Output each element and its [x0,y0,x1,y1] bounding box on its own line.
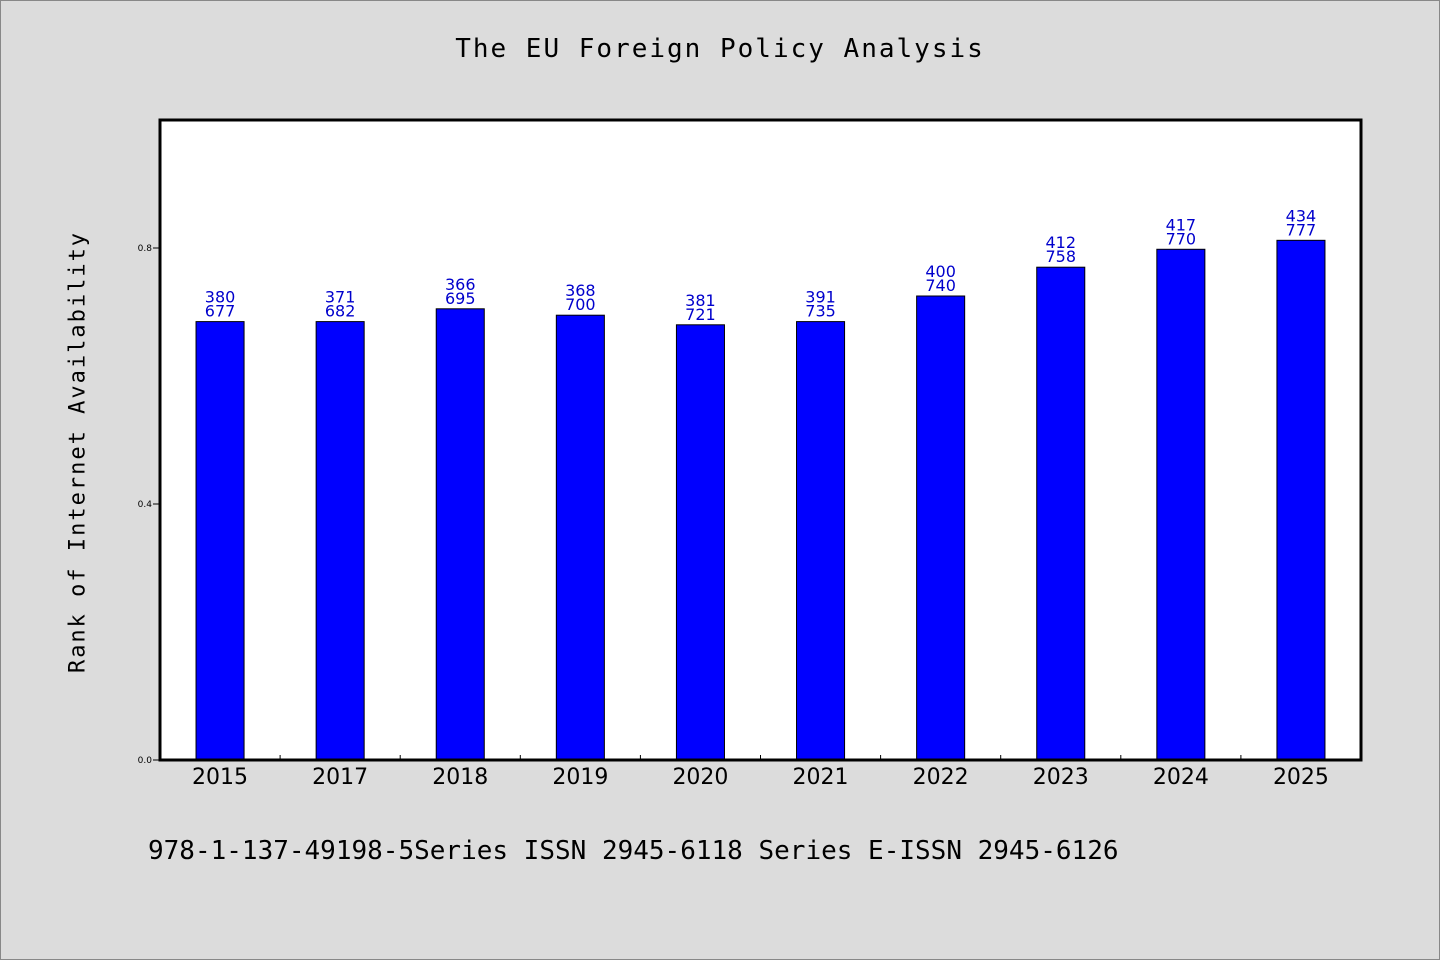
data-label-bottom-2022: 740 [925,276,956,295]
x-tick-label-2018: 2018 [432,765,488,790]
bar-2021 [796,321,846,761]
x-tick-label-2015: 2015 [192,765,248,790]
data-label-top-2024: 417 [1166,215,1197,234]
bar-2024 [1156,248,1206,761]
bar-2025 [1276,239,1326,761]
bar-2019 [555,314,605,761]
data-label-bottom-2024: 770 [1166,229,1197,248]
y-tick-label: 0.8 [138,244,153,254]
plot-border [158,118,1363,762]
y-tick-label: 0.4 [138,500,153,510]
data-label-bottom-2020: 721 [685,305,716,324]
data-label-bottom-2021: 735 [805,302,836,321]
x-tick-label-2020: 2020 [672,765,728,790]
data-label-bottom-2018: 695 [445,289,476,308]
x-tick-label-2021: 2021 [793,765,849,790]
x-tick-label-2017: 2017 [312,765,368,790]
data-label-top-2023: 412 [1045,233,1076,252]
x-tick-label-2023: 2023 [1033,765,1089,790]
isbn-issn-footer: 978-1-137-49198-5Series ISSN 2945-6118 S… [148,836,1119,866]
data-label-top-2020: 381 [685,291,716,310]
data-label-top-2025: 434 [1286,206,1317,225]
data-label-top-2018: 366 [445,275,476,294]
x-tick-label-2022: 2022 [913,765,969,790]
bar-2023 [1036,266,1086,761]
data-label-top-2015: 380 [205,288,236,307]
bar-2015 [195,321,245,761]
data-label-bottom-2015: 677 [205,302,236,321]
x-tick-label-2019: 2019 [552,765,608,790]
bar-2020 [675,324,725,761]
data-label-top-2017: 371 [325,288,356,307]
x-tick-label-2024: 2024 [1153,765,1209,790]
bar-2018 [435,308,485,761]
data-label-bottom-2023: 758 [1045,247,1076,266]
bar-2022 [916,295,966,761]
data-label-top-2021: 391 [805,288,836,307]
data-label-bottom-2025: 777 [1286,220,1317,239]
y-tick-label: 0.0 [138,756,153,766]
data-label-top-2019: 368 [565,281,596,300]
x-tick-label-2025: 2025 [1273,765,1329,790]
bar-2017 [315,321,365,761]
data-label-bottom-2019: 700 [565,295,596,314]
data-label-top-2022: 400 [925,262,956,281]
chart-title: The EU Foreign Policy Analysis [455,34,985,64]
data-label-bottom-2017: 682 [325,302,356,321]
